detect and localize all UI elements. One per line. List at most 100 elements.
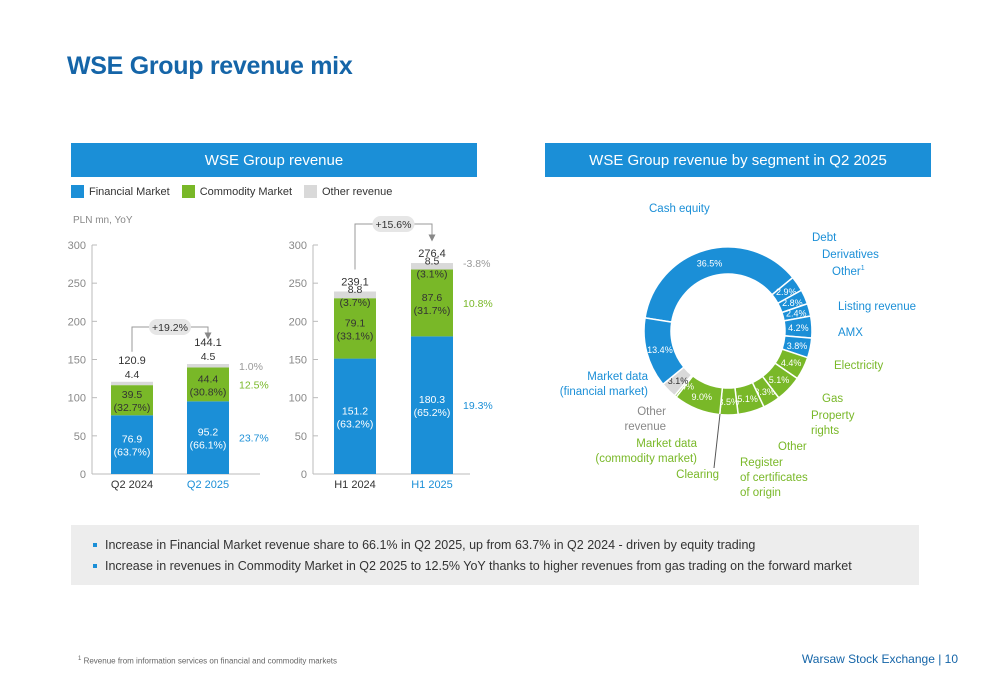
- donut-percent-label: 2.9%: [776, 287, 797, 297]
- bar-share-label: (66.1%): [190, 440, 227, 452]
- footnote-marker: 1: [78, 656, 82, 662]
- donut-segment-label-line: (financial market): [560, 386, 648, 398]
- legend-swatch-commodity: [181, 185, 195, 198]
- bar-value-label: 8.5: [425, 255, 440, 267]
- y-tick-label: 200: [289, 316, 307, 328]
- donut-segment-label: Property rights: [811, 410, 855, 437]
- donut-percent-label: 3.8%: [787, 341, 808, 351]
- donut-percent-label: 36.5%: [697, 258, 723, 268]
- legend-item-financial: Financial Market: [71, 185, 170, 198]
- chart-legend: Financial Market Commodity Market Other …: [71, 185, 404, 198]
- donut-segment-label-line: Other: [637, 406, 666, 418]
- y-tick-label: 300: [68, 240, 86, 252]
- donut-segment-label: Other: [778, 441, 807, 453]
- footer-page-label: Warsaw Stock Exchange | 10: [801, 652, 958, 666]
- donut-segment-label: Market data (financial market): [560, 371, 649, 398]
- bar-value-label: 44.4: [198, 373, 219, 385]
- y-tick-label: 100: [289, 393, 307, 405]
- page-title: WSE Group revenue mix: [67, 52, 353, 80]
- bar-total-label: 120.9: [118, 355, 146, 367]
- donut-segment-label: Market data (commodity market): [595, 438, 697, 465]
- right-panel-header: WSE Group revenue by segment in Q2 2025: [545, 143, 931, 177]
- y-tick-label: 0: [301, 469, 307, 481]
- donut-segment-label-line: Market data: [587, 371, 648, 383]
- donut-segment-label-line: (commodity market): [595, 453, 697, 465]
- bullet-marker: [93, 543, 97, 547]
- donut-segment-label-line: Property: [811, 410, 855, 422]
- bar-segment: [111, 381, 153, 386]
- yoy-change-label: 1.0%: [239, 361, 263, 373]
- donut-segment-label-line: AMX: [838, 327, 863, 339]
- bar-chart-quarterly: 0 50 100 150 200 250 300 76.9(63.7%) 39.5(32.7%)…: [68, 240, 269, 491]
- donut-percent-label: 4.4%: [781, 358, 802, 368]
- bar-share-label: (31.7%): [414, 305, 451, 317]
- summary-bullet-text: Increase in revenues in Commodity Market…: [105, 559, 852, 573]
- footnote: 1 Revenue from information services on f…: [78, 656, 337, 666]
- bar-value-label: 8.8: [348, 284, 363, 296]
- donut-segment-label: Register of certificates of origin: [740, 457, 808, 499]
- bar-share-label: (3.1%): [417, 268, 448, 280]
- yoy-change-label: 23.7%: [239, 433, 269, 445]
- donut-segment-label: Electricity: [834, 360, 883, 372]
- bar-segment: [187, 364, 229, 368]
- bar-value-label: 39.5: [122, 389, 143, 401]
- footnote-marker: 1: [861, 265, 865, 272]
- donut-percent-label: 0.4%: [674, 381, 695, 391]
- summary-box: Increase in Financial Market revenue sha…: [71, 525, 919, 585]
- donut-percent-label: 3.3%: [754, 387, 775, 397]
- bar-segment: [334, 291, 376, 299]
- donut-segment-label-line: Register: [740, 457, 783, 469]
- donut-segment-label-line: Other: [778, 441, 807, 453]
- donut-segment-label: Other revenue: [624, 406, 666, 433]
- legend-item-commodity: Commodity Market: [181, 185, 292, 198]
- bar-value-label: 4.4: [125, 369, 140, 381]
- y-tick-label: 0: [80, 469, 86, 481]
- donut-segment-label-line: Clearing: [676, 469, 719, 481]
- donut-segment-label: AMX: [838, 327, 863, 339]
- summary-bullet: Increase in Financial Market revenue sha…: [93, 538, 755, 552]
- unit-label: PLN mn, YoY: [73, 215, 133, 226]
- donut-percent-label: 9.0%: [691, 392, 712, 402]
- donut-percent-label: 5.1%: [737, 394, 758, 404]
- donut-segment-label: Gas: [822, 393, 843, 405]
- donut-segment-label: Listing revenue: [838, 301, 916, 313]
- donut-segment-label-line: rights: [811, 425, 839, 437]
- bar-share-label: (63.2%): [337, 418, 374, 430]
- y-tick-label: 100: [68, 393, 86, 405]
- y-tick-label: 250: [68, 278, 86, 290]
- donut-percent-label: 4.2%: [788, 323, 809, 333]
- donut-segment-label-line: Electricity: [834, 360, 883, 372]
- donut-percent-label: 2.4%: [786, 309, 807, 319]
- yoy-change-label: 10.8%: [463, 298, 493, 310]
- legend-swatch-other: [304, 185, 317, 198]
- bar-value-label: 87.6: [422, 292, 443, 304]
- donut-percent-label: 13.4%: [647, 345, 673, 355]
- y-tick-label: 200: [68, 316, 86, 328]
- donut-percent-label: 3.1%: [668, 376, 689, 386]
- donut-segment-label-line: Market data: [636, 438, 697, 450]
- growth-pill: [149, 319, 191, 335]
- bar-segment: [411, 336, 453, 474]
- legend-label-other: Other revenue: [322, 185, 393, 198]
- donut-segment-label-line: Derivatives: [822, 249, 879, 261]
- growth-pill: [372, 216, 415, 232]
- y-tick-label: 150: [289, 355, 307, 367]
- bar-segment: [334, 298, 376, 359]
- bar-value-label: 79.1: [345, 317, 366, 329]
- donut-segment-label-line: Listing revenue: [838, 301, 916, 313]
- bar-share-label: (65.2%): [414, 407, 451, 419]
- donut-segment-label-line: of certificates: [740, 472, 808, 484]
- bar-share-label: (32.7%): [114, 402, 151, 414]
- donut-slice: [644, 246, 794, 323]
- footnote-text: Revenue from information services on fin…: [83, 656, 338, 666]
- bar-value-label: 151.2: [342, 405, 368, 417]
- bar-total-label: 276.4: [418, 248, 446, 260]
- bar-share-label: (63.7%): [114, 447, 151, 459]
- bar-segment: [334, 358, 376, 474]
- bar-share-label: (30.8%): [190, 386, 227, 398]
- bar-share-label: (3.7%): [340, 297, 371, 309]
- legend-item-other: Other revenue: [304, 185, 392, 198]
- bar-segment: [187, 401, 229, 474]
- donut-segment-label-line: of origin: [740, 487, 781, 499]
